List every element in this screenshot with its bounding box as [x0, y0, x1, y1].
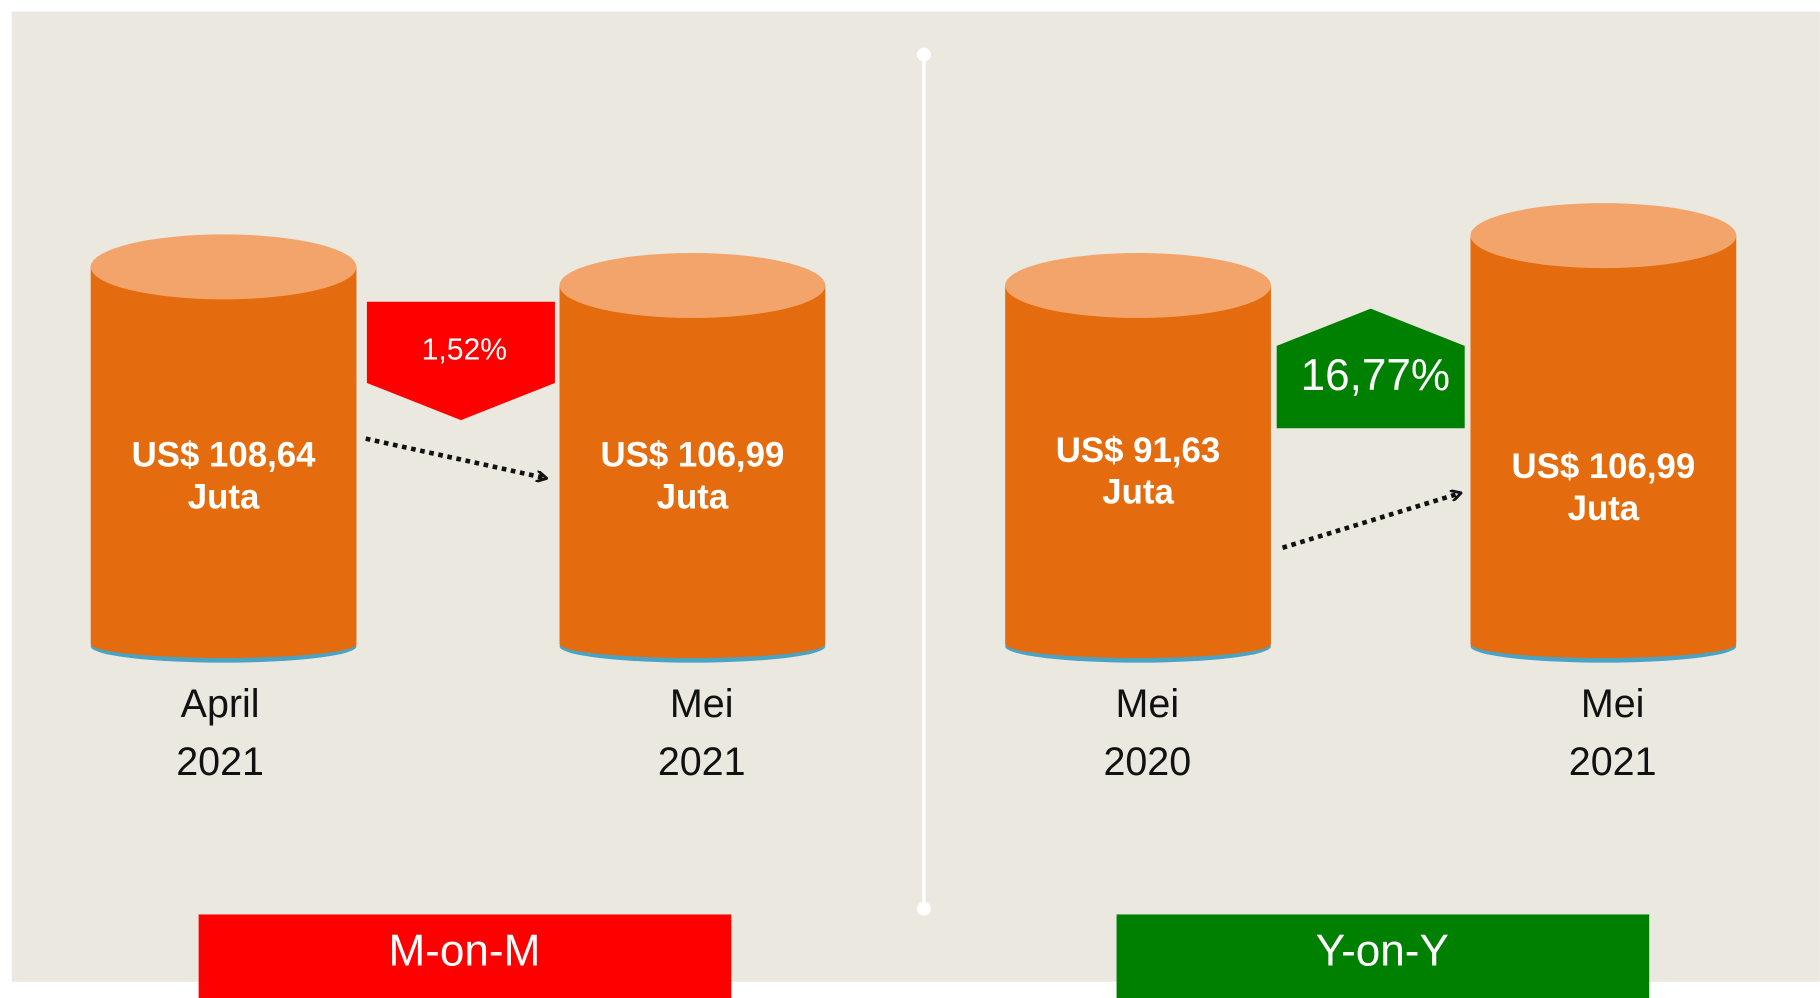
change-text: 16,77%: [1301, 351, 1450, 400]
cylinder-body: [1470, 235, 1737, 658]
cylinder-body: [559, 285, 826, 658]
panel-label: M-on-M: [388, 927, 540, 976]
period: 2021: [658, 740, 746, 784]
cylinder-top: [1470, 203, 1737, 269]
change-badge-up: [1276, 308, 1465, 429]
panel-label-box: [198, 914, 732, 998]
unit: Juta: [188, 477, 260, 516]
period: April: [181, 682, 260, 726]
panel-label-box: [1116, 914, 1650, 998]
cylinder-body: [90, 266, 357, 658]
cylinder-top: [559, 252, 826, 318]
change-badge-down: [366, 301, 555, 421]
change-text: 1,52%: [422, 334, 508, 367]
arrow: [365, 436, 546, 478]
unit: Juta: [657, 477, 729, 516]
period: 2021: [1569, 740, 1657, 784]
cylinder-top: [1005, 252, 1271, 318]
period: Mei: [670, 682, 734, 726]
period: Mei: [1581, 682, 1645, 726]
amount: US$ 108,64: [132, 436, 316, 475]
period: 2020: [1103, 740, 1191, 784]
cylinder-top: [90, 234, 357, 300]
unit: Juta: [1102, 473, 1174, 512]
unit: Juta: [1568, 489, 1640, 528]
amount: US$ 106,99: [601, 436, 785, 475]
divider-dot: [916, 901, 931, 916]
divider-dot: [916, 47, 931, 62]
amount: US$ 106,99: [1511, 447, 1695, 486]
period: Mei: [1116, 682, 1180, 726]
arrow: [1281, 493, 1461, 550]
period: 2021: [176, 740, 264, 784]
panel-label: Y-on-Y: [1316, 927, 1449, 976]
amount: US$ 91,63: [1056, 431, 1220, 470]
cylinder-body: [1005, 285, 1271, 658]
